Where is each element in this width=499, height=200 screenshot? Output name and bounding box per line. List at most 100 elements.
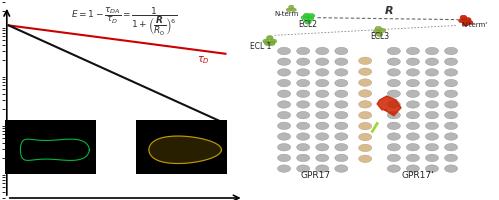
Ellipse shape <box>277 133 290 140</box>
Text: $\tau_D$: $\tau_D$ <box>197 54 209 66</box>
Ellipse shape <box>303 13 310 17</box>
Ellipse shape <box>445 111 458 119</box>
Ellipse shape <box>359 101 372 108</box>
Ellipse shape <box>296 133 310 140</box>
Ellipse shape <box>426 58 439 65</box>
Ellipse shape <box>445 47 458 55</box>
Ellipse shape <box>387 69 400 76</box>
Ellipse shape <box>359 112 372 119</box>
Ellipse shape <box>277 101 290 108</box>
Ellipse shape <box>291 8 296 12</box>
Ellipse shape <box>387 154 400 162</box>
Ellipse shape <box>359 133 372 141</box>
Ellipse shape <box>406 90 420 97</box>
Ellipse shape <box>335 122 348 130</box>
Ellipse shape <box>266 36 273 40</box>
Ellipse shape <box>277 154 290 162</box>
Ellipse shape <box>387 58 400 65</box>
Ellipse shape <box>445 165 458 172</box>
Ellipse shape <box>445 69 458 76</box>
Ellipse shape <box>387 122 400 130</box>
Ellipse shape <box>301 16 308 20</box>
Ellipse shape <box>462 22 469 26</box>
Ellipse shape <box>426 111 439 119</box>
Ellipse shape <box>445 79 458 87</box>
Ellipse shape <box>308 14 315 18</box>
Ellipse shape <box>277 69 290 76</box>
Ellipse shape <box>373 29 380 34</box>
Ellipse shape <box>316 47 329 55</box>
Ellipse shape <box>307 17 314 21</box>
Ellipse shape <box>335 58 348 65</box>
Ellipse shape <box>296 69 310 76</box>
Ellipse shape <box>335 154 348 162</box>
Ellipse shape <box>263 39 269 43</box>
Ellipse shape <box>406 79 420 87</box>
Ellipse shape <box>375 26 382 31</box>
Ellipse shape <box>335 90 348 97</box>
Text: $E = 1 - \dfrac{\tau_{DA}}{\tau_D} = \dfrac{1}{1+\left(\dfrac{\boldsymbol{R}}{R_: $E = 1 - \dfrac{\tau_{DA}}{\tau_D} = \df… <box>71 5 177 38</box>
Ellipse shape <box>426 90 439 97</box>
Ellipse shape <box>316 90 329 97</box>
Ellipse shape <box>296 143 310 151</box>
Ellipse shape <box>426 47 439 55</box>
Ellipse shape <box>316 79 329 87</box>
Ellipse shape <box>316 69 329 76</box>
Ellipse shape <box>467 20 473 25</box>
Ellipse shape <box>445 133 458 140</box>
Ellipse shape <box>387 47 400 55</box>
Ellipse shape <box>277 58 290 65</box>
Ellipse shape <box>406 133 420 140</box>
Ellipse shape <box>335 165 348 172</box>
Ellipse shape <box>379 28 386 33</box>
Ellipse shape <box>296 101 310 108</box>
Text: ECL3: ECL3 <box>370 32 389 41</box>
Ellipse shape <box>406 122 420 130</box>
Ellipse shape <box>426 165 439 172</box>
Text: ECL 1: ECL 1 <box>250 42 271 51</box>
Ellipse shape <box>288 5 294 9</box>
Ellipse shape <box>406 143 420 151</box>
Ellipse shape <box>406 101 420 108</box>
Ellipse shape <box>387 165 400 172</box>
Ellipse shape <box>387 143 400 151</box>
Ellipse shape <box>277 143 290 151</box>
Ellipse shape <box>268 41 275 46</box>
Ellipse shape <box>316 101 329 108</box>
Ellipse shape <box>296 79 310 87</box>
Ellipse shape <box>445 143 458 151</box>
Ellipse shape <box>387 111 400 119</box>
Ellipse shape <box>296 58 310 65</box>
Ellipse shape <box>426 154 439 162</box>
Ellipse shape <box>296 122 310 130</box>
Ellipse shape <box>406 69 420 76</box>
Ellipse shape <box>286 8 291 12</box>
Ellipse shape <box>445 122 458 130</box>
Text: $\tau_{DA}$: $\tau_{DA}$ <box>160 120 178 132</box>
Ellipse shape <box>359 122 372 130</box>
Ellipse shape <box>359 79 372 86</box>
Ellipse shape <box>316 133 329 140</box>
Ellipse shape <box>426 79 439 87</box>
Polygon shape <box>377 96 401 116</box>
Ellipse shape <box>316 154 329 162</box>
Text: N-term: N-term <box>274 11 298 17</box>
Ellipse shape <box>316 122 329 130</box>
Ellipse shape <box>335 133 348 140</box>
Ellipse shape <box>359 90 372 97</box>
Ellipse shape <box>445 90 458 97</box>
Ellipse shape <box>387 79 400 87</box>
Ellipse shape <box>359 144 372 152</box>
Ellipse shape <box>387 90 400 97</box>
Ellipse shape <box>277 47 290 55</box>
Ellipse shape <box>296 154 310 162</box>
Ellipse shape <box>426 101 439 108</box>
Ellipse shape <box>304 20 311 24</box>
Ellipse shape <box>335 69 348 76</box>
Ellipse shape <box>277 90 290 97</box>
Ellipse shape <box>459 18 465 23</box>
Ellipse shape <box>406 165 420 172</box>
Ellipse shape <box>426 122 439 130</box>
Ellipse shape <box>335 47 348 55</box>
Ellipse shape <box>270 39 276 43</box>
